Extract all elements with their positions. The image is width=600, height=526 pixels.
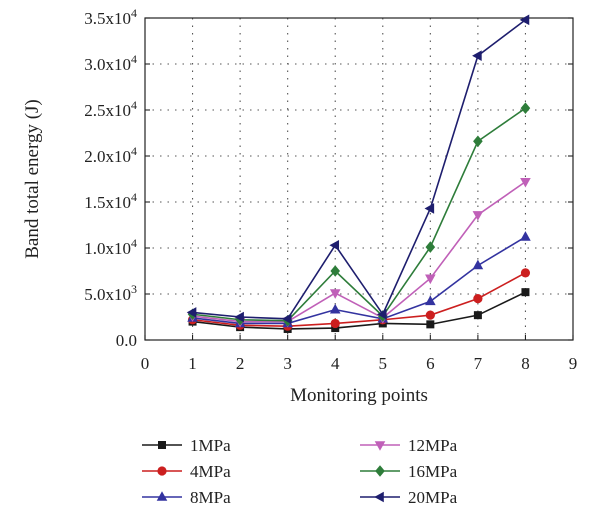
- legend-marker: [374, 441, 386, 451]
- y-tick-label: 0.0: [116, 331, 137, 350]
- y-tick-label: 2.5x104: [84, 98, 137, 120]
- y-tick-label: 3.0x104: [84, 52, 137, 74]
- y-tick-label: 2.0x104: [84, 144, 137, 166]
- data-point: [521, 288, 530, 297]
- y-tick-label-exponent: 4: [131, 144, 137, 158]
- data-point: [329, 289, 341, 299]
- data-point: [329, 239, 340, 251]
- series-line: [192, 181, 526, 323]
- data-point: [472, 259, 484, 270]
- x-tick-label: 5: [379, 354, 388, 373]
- data-point: [425, 310, 435, 320]
- data-point: [424, 203, 435, 214]
- legend-item: 20MPa: [360, 488, 458, 507]
- y-tick-label-exponent: 4: [131, 236, 137, 250]
- x-tick-label: 3: [283, 354, 292, 373]
- y-tick-label-base: 3.0x10: [84, 55, 131, 74]
- legend-label: 12MPa: [408, 436, 458, 455]
- plot-frame: [144, 17, 574, 341]
- legend-item: 16MPa: [360, 462, 458, 481]
- data-point: [472, 211, 484, 221]
- x-tick-label: 8: [521, 354, 530, 373]
- series-line: [192, 272, 526, 328]
- data-point: [425, 295, 436, 306]
- data-point: [520, 102, 531, 114]
- y-tick-label-base: 3.5x10: [84, 9, 131, 28]
- legend-item: 4MPa: [142, 462, 231, 481]
- y-tick-label-exponent: 3: [131, 282, 137, 296]
- legend-marker: [375, 465, 385, 477]
- legend-marker: [374, 491, 384, 503]
- legend-marker: [157, 466, 167, 476]
- y-tick-label-exponent: 4: [131, 52, 137, 66]
- grid: [145, 18, 573, 340]
- legend-label: 16MPa: [408, 462, 458, 481]
- legend-label: 20MPa: [408, 488, 458, 507]
- y-tick-label-exponent: 4: [131, 6, 137, 20]
- y-tick-label-base: 5.0x10: [84, 285, 131, 304]
- y-tick-label-base: 0.0: [116, 331, 137, 350]
- legend-label: 8MPa: [190, 488, 231, 507]
- series-line: [192, 291, 526, 330]
- x-tick-label: 7: [474, 354, 483, 373]
- data-point: [330, 318, 340, 329]
- data-point: [330, 265, 341, 277]
- data-point: [473, 294, 483, 304]
- x-tick-label: 9: [569, 354, 578, 373]
- x-tick-label: 2: [236, 354, 245, 373]
- data-point: [520, 231, 531, 241]
- legend-item: 8MPa: [142, 488, 231, 507]
- series-line: [192, 19, 526, 320]
- data-point: [425, 274, 436, 285]
- x-axis-tick-labels: 0 1 2 3 4 5 6 7 8 9: [141, 354, 578, 373]
- y-tick-label: 1.5x104: [84, 190, 137, 212]
- y-axis-title: Band total energy (J): [22, 99, 43, 259]
- data-point: [473, 135, 483, 148]
- y-tick-label-exponent: 4: [131, 190, 137, 204]
- x-tick-label: 1: [188, 354, 197, 373]
- y-axis-tick-labels: 0.05.0x1031.0x1041.5x1042.0x1042.5x1043.…: [84, 6, 137, 350]
- y-tick-label-base: 2.5x10: [84, 101, 131, 120]
- series-line: [192, 107, 526, 322]
- data-point: [426, 320, 435, 329]
- axis-ticks: [144, 17, 574, 341]
- x-tick-label: 0: [141, 354, 150, 373]
- data-point: [472, 50, 482, 62]
- y-tick-label-base: 1.0x10: [84, 239, 131, 258]
- y-tick-label: 1.0x104: [84, 236, 137, 258]
- series-8MPa: [187, 231, 531, 328]
- series-line: [192, 236, 526, 325]
- data-point: [234, 311, 244, 323]
- x-tick-label: 6: [426, 354, 435, 373]
- data-point: [519, 14, 530, 26]
- y-tick-label: 5.0x103: [84, 282, 137, 304]
- data-point: [425, 241, 436, 253]
- y-tick-label: 3.5x104: [84, 6, 137, 28]
- series-20MPa: [186, 14, 530, 325]
- legend-item: 1MPa: [142, 436, 231, 455]
- data-point: [329, 303, 341, 314]
- legend-label: 4MPa: [190, 462, 231, 481]
- data-point: [281, 313, 292, 325]
- y-tick-label-base: 1.5x10: [84, 193, 131, 212]
- data-point: [520, 268, 531, 278]
- data-point: [473, 311, 482, 320]
- legend-item: 12MPa: [360, 436, 458, 455]
- legend-marker: [158, 441, 166, 449]
- y-tick-label-exponent: 4: [131, 98, 137, 112]
- data-point: [376, 308, 387, 320]
- x-tick-label: 4: [331, 354, 340, 373]
- data-point: [520, 177, 531, 188]
- y-tick-label-base: 2.0x10: [84, 147, 131, 166]
- x-axis-title: Monitoring points: [290, 385, 428, 406]
- legend-label: 1MPa: [190, 436, 231, 455]
- data-point: [331, 324, 340, 333]
- series-12MPa: [187, 177, 531, 328]
- legend: 1MPa 4MPa 8MPa 12MPa 16MPa 20MPa: [142, 436, 458, 507]
- data-point: [186, 307, 197, 318]
- series-lines: [186, 14, 531, 333]
- legend-marker: [156, 491, 168, 501]
